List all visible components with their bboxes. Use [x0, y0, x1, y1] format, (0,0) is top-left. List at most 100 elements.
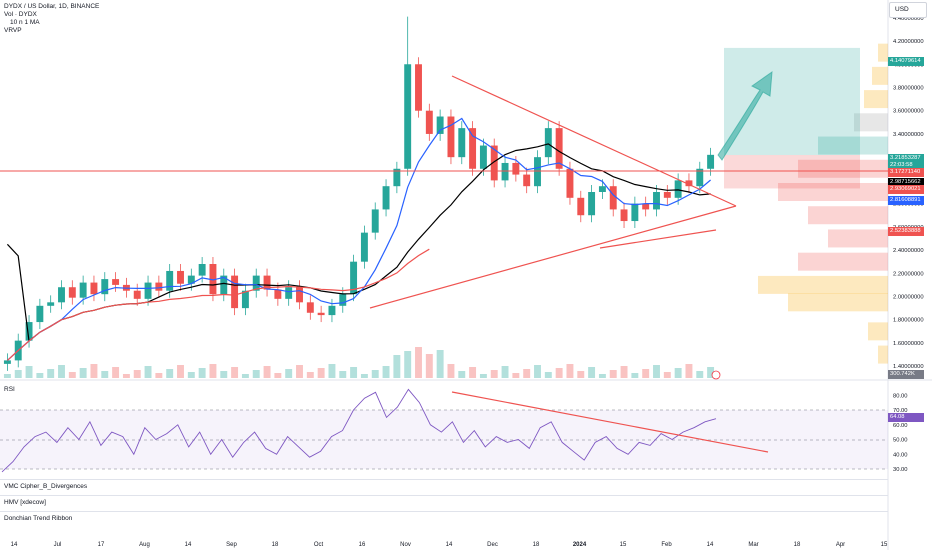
donchian-indicator-pane[interactable]: Donchian Trend Ribbon: [0, 511, 888, 527]
rsi-band: [0, 410, 888, 469]
volume-bar: [620, 366, 628, 378]
candle-body: [469, 128, 477, 169]
volume-bars: [3, 347, 715, 378]
volume-bar: [339, 371, 347, 378]
volume-bar: [674, 368, 682, 378]
volume-bar: [512, 373, 520, 378]
candle-body: [404, 64, 412, 169]
price-tick-label: 4.40000000: [893, 16, 924, 22]
candle-body: [36, 305, 44, 323]
ma-indicator-label[interactable]: 10 n 1 MA: [10, 19, 40, 26]
candle-body: [609, 186, 617, 210]
rsi-tick-label: 30.00: [893, 467, 908, 473]
volume-bar: [306, 372, 314, 378]
rsi-axis: 80.00 70.00 60.00 50.00 40.00 30.00: [893, 393, 908, 473]
volume-bar: [566, 364, 574, 378]
candle-body: [79, 282, 87, 298]
volume-bar: [501, 366, 509, 378]
candle-body: [663, 192, 671, 198]
time-tick-label: 14: [185, 542, 192, 548]
time-tick-label: Apr: [836, 542, 845, 548]
time-tick-label: Dec: [487, 542, 498, 548]
volume-bar: [490, 370, 498, 378]
volume-bar: [609, 370, 617, 378]
candle-body: [642, 203, 650, 210]
time-tick-label: Oct: [314, 542, 324, 548]
volume-bar: [415, 347, 422, 378]
price-tick-label: 3.80000000: [893, 85, 924, 91]
price-tag: 2.93069021: [888, 185, 924, 194]
volume-bar: [112, 367, 120, 378]
time-tick-label: 14: [446, 542, 453, 548]
volume-bar: [469, 367, 477, 378]
volume-bar: [187, 372, 195, 378]
price-tick-label: 4.20000000: [893, 39, 924, 45]
candle-body: [566, 168, 574, 198]
volume-bar: [274, 373, 282, 378]
volume-bar: [350, 367, 358, 378]
volume-bar: [68, 372, 76, 378]
volume-bar: [79, 368, 87, 378]
hmv-label: HMV [xdecow]: [4, 499, 46, 506]
volume-bar: [285, 369, 293, 378]
vrvp-indicator-label[interactable]: VRVP: [4, 27, 22, 34]
price-tag: 300.742K: [888, 370, 924, 379]
replay-icon[interactable]: [711, 370, 721, 380]
volume-bar: [598, 374, 606, 378]
price-pane[interactable]: [0, 0, 888, 380]
volume-bar: [328, 364, 336, 378]
price-tick-label: 2.40000000: [893, 248, 924, 254]
candle-body: [306, 302, 314, 313]
volume-bar: [555, 368, 563, 378]
volume-profile-bar: [778, 183, 888, 201]
price-tag: 2.81608891: [888, 196, 924, 205]
hmv-indicator-pane[interactable]: HMV [xdecow]: [0, 495, 888, 511]
candle-body: [339, 294, 347, 306]
channel-lower-line: [599, 229, 717, 249]
time-tick-label: Feb: [661, 542, 672, 548]
candle-body: [696, 168, 704, 187]
candle-body: [144, 282, 152, 299]
candle-body: [490, 145, 498, 181]
candle-body: [534, 157, 541, 187]
volume-bar: [220, 371, 228, 378]
candle-body: [598, 186, 606, 192]
currency-selector[interactable]: USD: [889, 2, 927, 18]
price-tick-label: 3.60000000: [893, 109, 924, 115]
candle-body: [620, 209, 628, 222]
rsi-label[interactable]: RSI: [4, 386, 15, 393]
breakout-arrow: [717, 70, 773, 161]
candle-body: [252, 275, 260, 291]
volume-indicator-label[interactable]: Vol · DYDX: [4, 11, 37, 18]
triangle-upper-line: [451, 75, 737, 207]
volume-bar: [166, 369, 174, 378]
candle-body: [328, 305, 336, 316]
candle-body: [47, 302, 55, 306]
volume-bar: [133, 370, 141, 378]
time-tick-label: 14: [707, 542, 714, 548]
volume-bar: [458, 371, 466, 378]
rsi-line: [1, 388, 717, 473]
volume-profile-bar: [878, 345, 888, 364]
symbol-title[interactable]: DYDX / US Dollar, 1D, BINANCE: [4, 3, 100, 10]
vmc-indicator-pane[interactable]: VMC Cipher_B_Divergences: [0, 479, 888, 495]
price-tick-label: 1.80000000: [893, 318, 924, 324]
price-tick-label: 1.60000000: [893, 341, 924, 347]
volume-profile-bar: [798, 252, 888, 271]
time-tick-label: 18: [794, 542, 801, 548]
candle-body: [296, 287, 303, 303]
rsi-tick-label: 70.00: [893, 408, 908, 414]
volume-bar: [241, 374, 249, 378]
rsi-tick-label: 50.00: [893, 438, 908, 444]
volume-profile: [758, 43, 888, 364]
vmc-label: VMC Cipher_B_Divergences: [4, 483, 88, 490]
time-axis[interactable]: 14 Jul 17 Aug 14 Sep 18 Oct 16 Nov 14 Dec 18 2024 15 Fe…: [11, 542, 888, 548]
time-tick-label: 17: [98, 542, 105, 548]
volume-bar: [447, 364, 455, 378]
moving-average-red: [6, 248, 430, 361]
volume-bar: [479, 374, 487, 378]
candle-body: [523, 174, 531, 187]
price-tick-label: 1.40000000: [893, 364, 924, 370]
volume-bar: [653, 365, 660, 378]
